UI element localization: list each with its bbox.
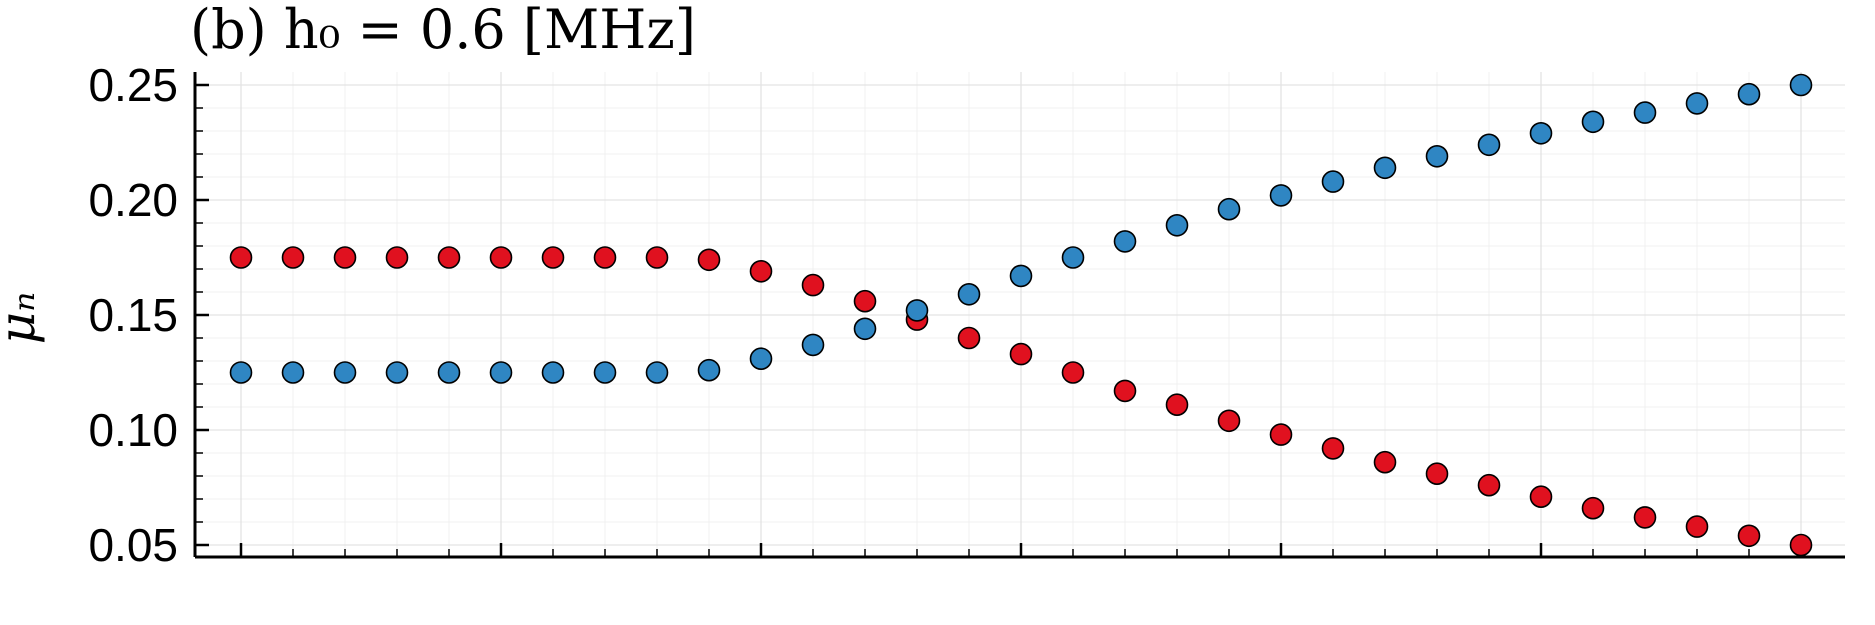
data-point <box>1685 92 1709 115</box>
data-point <box>1373 156 1397 180</box>
data-point <box>1477 133 1501 157</box>
data-point <box>1321 170 1345 193</box>
data-point <box>801 333 825 357</box>
data-point <box>489 246 513 269</box>
y-tick-label: 0.25 <box>88 59 178 111</box>
data-point <box>333 246 357 269</box>
data-point <box>1113 379 1137 403</box>
data-point <box>1581 110 1605 134</box>
data-point <box>1009 264 1033 288</box>
data-points <box>229 73 1813 557</box>
data-point <box>749 259 773 283</box>
data-point <box>229 246 253 269</box>
data-point <box>1581 496 1605 520</box>
data-point <box>593 246 617 269</box>
data-point <box>229 361 253 384</box>
data-point <box>333 361 357 384</box>
data-point <box>1009 342 1033 366</box>
data-point <box>1633 101 1657 124</box>
data-point <box>697 248 721 272</box>
data-point <box>905 299 929 322</box>
data-point <box>853 289 877 313</box>
data-point <box>1217 197 1241 221</box>
data-point <box>1061 246 1085 269</box>
data-point <box>1373 450 1397 474</box>
data-point <box>1529 485 1553 509</box>
data-point <box>385 361 409 384</box>
data-point <box>801 273 825 297</box>
data-point <box>541 361 565 384</box>
y-tick-label: 0.20 <box>88 174 178 226</box>
data-point <box>645 246 669 269</box>
data-point <box>1113 230 1137 253</box>
data-point <box>1789 533 1813 557</box>
y-axis-label: μₙ <box>0 292 46 345</box>
data-point <box>749 347 773 371</box>
data-point <box>1061 361 1085 384</box>
grid <box>195 72 1845 557</box>
data-point <box>385 246 409 269</box>
data-point <box>1269 184 1293 207</box>
data-point <box>957 326 981 350</box>
data-point <box>281 361 305 384</box>
data-point <box>1425 145 1449 168</box>
data-point <box>1477 473 1501 497</box>
data-point <box>1737 524 1761 548</box>
data-point <box>489 361 513 384</box>
data-point <box>1633 506 1657 529</box>
data-point <box>593 361 617 384</box>
data-point <box>437 246 461 269</box>
data-point <box>645 361 669 384</box>
y-tick-label: 0.05 <box>88 519 178 571</box>
data-point <box>1789 73 1813 97</box>
data-point <box>697 358 721 382</box>
data-point <box>1321 437 1345 460</box>
chart-title: (b) h₀ = 0.6 [MHz] <box>190 0 696 61</box>
data-point <box>1425 462 1449 486</box>
data-point <box>1217 409 1241 433</box>
data-point <box>1269 423 1293 446</box>
y-tick-label: 0.15 <box>88 289 178 341</box>
y-tick-label: 0.10 <box>88 404 178 456</box>
data-point <box>281 246 305 269</box>
y-tick-labels: 0.25 0.20 0.15 0.10 0.05 <box>88 59 178 571</box>
data-point <box>541 246 565 269</box>
axes <box>193 72 1845 559</box>
data-point <box>1685 515 1709 538</box>
data-point <box>1165 214 1189 237</box>
data-point <box>1737 82 1761 106</box>
data-point <box>1529 122 1553 145</box>
data-point <box>957 282 981 306</box>
data-point <box>1165 393 1189 417</box>
data-point <box>853 317 877 341</box>
data-point <box>437 361 461 384</box>
